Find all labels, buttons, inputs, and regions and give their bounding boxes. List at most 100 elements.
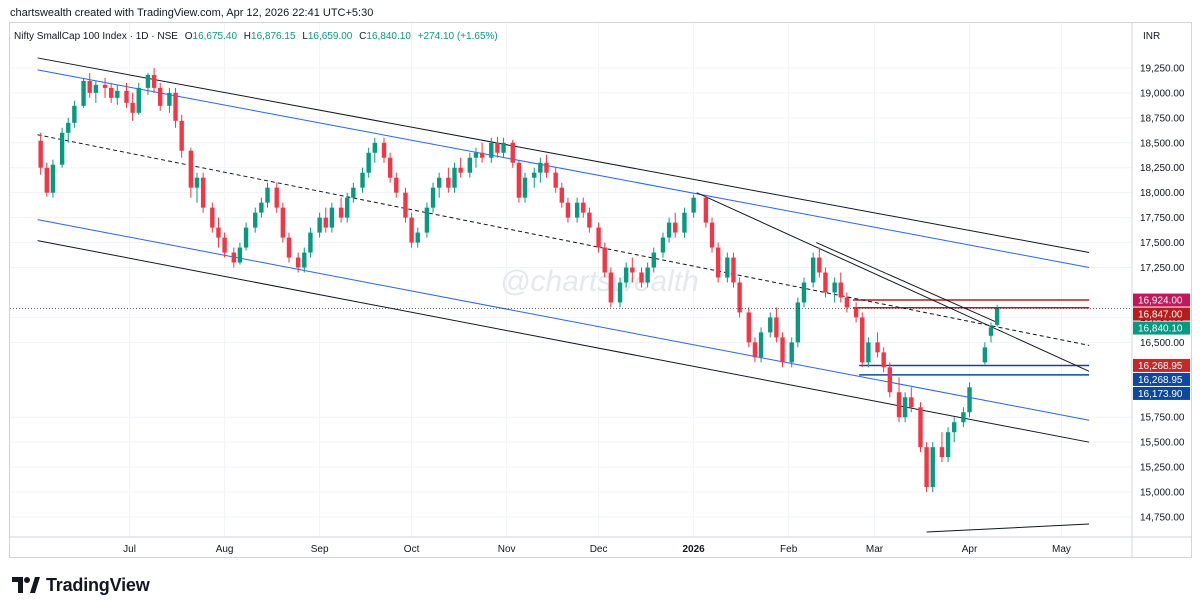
candle-body [951, 422, 957, 433]
candle-body [795, 302, 801, 343]
y-tick-label: 18,750.00 [1140, 113, 1185, 124]
candle-body [124, 90, 129, 103]
candle-body [715, 247, 721, 278]
candle-body [265, 187, 270, 203]
candle-body [522, 177, 528, 198]
candle-body [200, 177, 206, 208]
candle-body [167, 92, 172, 106]
y-tick-label: 19,250.00 [1140, 63, 1185, 74]
candle-body [495, 142, 500, 153]
legend-open: 16,675.40 [192, 31, 238, 42]
legend-high: 16,876.15 [251, 31, 296, 42]
x-tick-label: May [1052, 544, 1071, 555]
candle-body [446, 177, 451, 188]
y-tick-label: 16,500.00 [1140, 338, 1185, 349]
candle-body [179, 120, 184, 151]
candle-body [810, 257, 816, 283]
candle-body [581, 202, 586, 213]
legend-close: 16,840.10 [366, 31, 411, 42]
candle-body [596, 227, 601, 248]
y-tick-labels: 19,250.00 19,000.00 18,750.00 18,500.00 18,2… [1140, 63, 1185, 523]
price-label-box [1133, 386, 1190, 400]
candle-body [387, 157, 393, 178]
ohlc-legend: Nifty SmallCap 100 Index · 1D · NSE O16,… [14, 31, 498, 42]
candle-body [752, 342, 758, 358]
candle-body [587, 212, 592, 228]
y-tick-label: 14,750.00 [1140, 513, 1185, 524]
candle-body [93, 84, 99, 93]
time-axis[interactable]: Jul Aug Sep Oct Nov Dec 2026 Feb Mar Apr May [10, 536, 1191, 555]
candle-body [660, 237, 666, 253]
candle-body [194, 177, 200, 188]
candle-body [329, 207, 335, 228]
candle-body [617, 282, 623, 303]
candle-body [639, 272, 644, 283]
candle-body [372, 142, 378, 153]
price-label-box [1133, 372, 1190, 386]
candle-body [844, 297, 850, 308]
y-tick-label: 18,250.00 [1140, 163, 1185, 174]
candle-body [887, 367, 893, 393]
legend-open-label: O [184, 31, 193, 42]
candle-body [108, 87, 114, 98]
candle-body [789, 342, 794, 363]
y-tick-label: 15,750.00 [1140, 413, 1185, 424]
chart-frame[interactable]: @chartswealth INR 19,250.00 19,000.00 18,7… [9, 22, 1192, 558]
candle-body [666, 222, 672, 238]
candle-body [501, 142, 506, 153]
candle-body [538, 162, 543, 173]
candle-body [602, 247, 607, 273]
price-labels: 16,924.00 16,847.00 16,840.10 16,268.95 16,2… [1133, 293, 1190, 400]
candle-body [544, 162, 549, 173]
candle-body [823, 272, 828, 293]
y-tick-label: 17,500.00 [1140, 238, 1185, 249]
y-tick-label: 15,250.00 [1140, 463, 1185, 474]
candle-body [424, 207, 430, 233]
x-tick-label: 2026 [682, 544, 705, 555]
x-tick-label: Aug [216, 544, 234, 555]
candle-body [87, 80, 92, 93]
candle-body [274, 187, 279, 208]
channel-upper-outer [37, 57, 1090, 254]
candle-body [608, 272, 614, 303]
candle-body [253, 212, 258, 228]
candle-body [59, 132, 65, 165]
x-tick-label: Dec [590, 544, 608, 555]
candle-body [479, 152, 485, 158]
candle-body [918, 407, 923, 448]
y-tick-label: 19,000.00 [1140, 88, 1185, 99]
legend-high-label: H [243, 31, 252, 42]
candle-body [737, 282, 742, 313]
candle-body [896, 392, 902, 418]
candle-body [682, 212, 687, 233]
drawn-lines [37, 57, 1090, 533]
candle-body [351, 187, 356, 198]
x-tick-label: Nov [498, 544, 516, 555]
candle-body [81, 80, 86, 106]
candle-body [746, 312, 752, 343]
candle-body [553, 172, 558, 188]
y-tick-label: 15,500.00 [1140, 438, 1185, 449]
candle-body [145, 74, 151, 88]
trendline-from-jan [696, 192, 1090, 372]
x-tick-label: Apr [962, 544, 978, 555]
candle-body [774, 317, 779, 338]
candlestick-chart[interactable]: @chartswealth INR 19,250.00 19,000.00 18,7… [10, 23, 1191, 557]
candle-body [158, 87, 163, 106]
candle-body [768, 317, 773, 333]
candle-body [345, 197, 350, 218]
candle-body [323, 217, 328, 228]
candle-body [259, 202, 264, 213]
candle-body [866, 342, 871, 363]
candle-body [458, 167, 463, 173]
price-axis[interactable]: INR [1131, 23, 1160, 557]
x-tick-label: Sep [311, 544, 329, 555]
watermark: @chartswealth [500, 265, 699, 298]
candle-body [280, 207, 286, 238]
footer-branding[interactable]: TradingView [12, 573, 150, 597]
candle-body [574, 202, 580, 218]
candle-body [243, 227, 249, 248]
x-tick-label: Mar [866, 544, 884, 555]
currency-label: INR [1143, 31, 1160, 42]
zones [853, 299, 1090, 376]
